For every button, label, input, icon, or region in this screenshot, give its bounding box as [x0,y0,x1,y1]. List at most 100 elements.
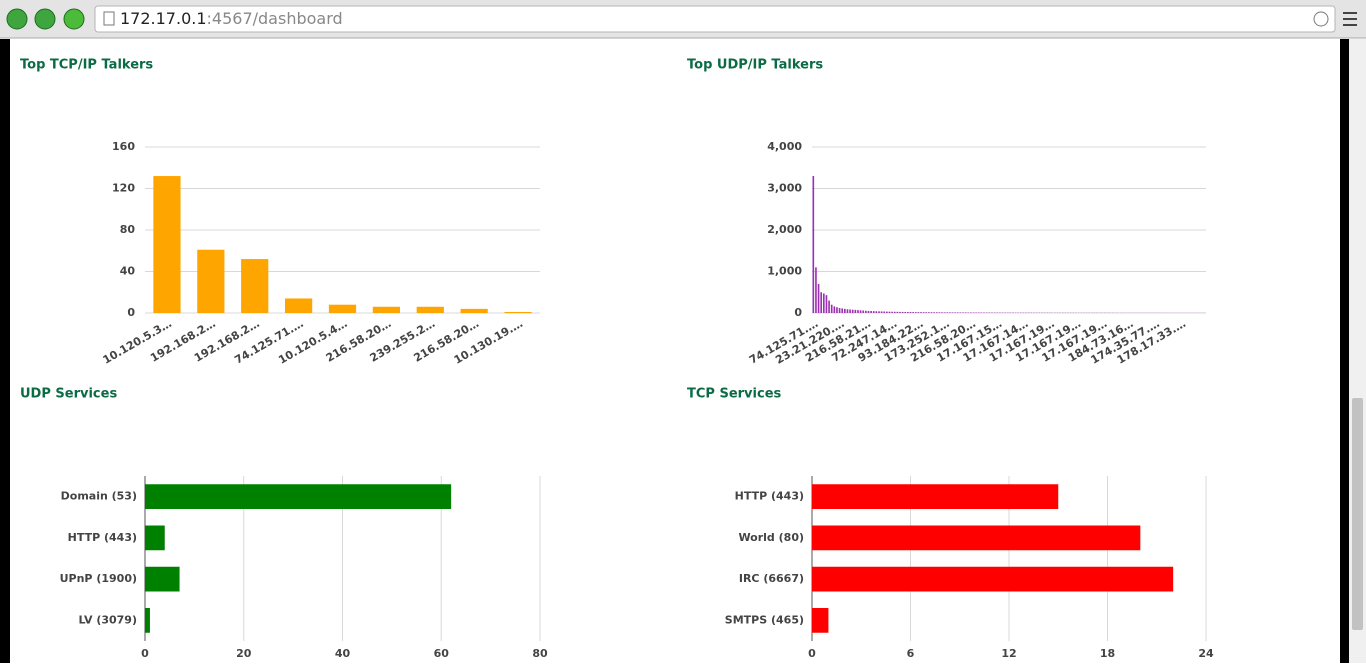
bar [812,608,828,633]
bar [870,311,872,313]
bar [949,312,951,313]
page-icon [104,12,114,25]
left-border [0,39,10,663]
bar [923,312,925,313]
x-tick-label: 18 [1100,647,1115,660]
bar [860,310,862,313]
bar [920,312,922,313]
y-tick-label: 40 [120,265,136,278]
bar [815,267,817,313]
bar [933,312,935,313]
bar [965,312,967,313]
bar [944,312,946,313]
bar [883,312,885,313]
x-tick-label: 80 [532,647,548,660]
y-tick-label: 1,000 [767,265,802,278]
bar [915,312,917,313]
y-tick-label: LV (3079) [78,613,137,626]
y-tick-label: SMTPS (465) [725,613,804,626]
bar [836,307,838,313]
bar [891,312,893,313]
bar [939,312,941,313]
bar [894,312,896,313]
bar [865,311,867,313]
bar [902,312,904,313]
x-tick-label: 0 [808,647,816,660]
bar [826,295,828,313]
y-tick-label: 80 [120,223,136,236]
y-tick-label: 4,000 [767,140,802,153]
bar [818,284,820,313]
bar [855,310,857,313]
x-tick-label: 6 [907,647,915,660]
reload-button[interactable] [64,9,84,29]
y-tick-label: 2,000 [767,223,802,236]
y-tick-label: 120 [112,182,135,195]
chart-title: Top TCP/IP Talkers [20,58,153,73]
chart-title: Top UDP/IP Talkers [687,58,823,73]
y-tick-label: World (80) [738,531,804,544]
menu-button[interactable] [1343,12,1357,14]
y-tick-label: HTTP (443) [735,490,804,503]
bar [197,250,224,313]
y-tick-label: 160 [112,140,135,153]
bar [145,567,180,592]
back-button[interactable] [7,9,27,29]
bar [812,567,1173,592]
bar [928,312,930,313]
y-tick-label: IRC (6667) [739,572,804,585]
bar [910,312,912,313]
bar [285,298,312,313]
chart-title: UDP Services [20,387,117,402]
x-tick-label: 24 [1198,647,1214,660]
bar [889,312,891,313]
bar [812,526,1140,551]
bar [329,305,356,313]
bar [241,259,268,313]
bar [962,312,964,313]
y-tick-label: 0 [127,306,135,319]
bar [820,292,822,313]
bar [831,305,833,313]
y-tick-label: Domain (53) [61,490,137,503]
bar [828,301,830,313]
bar [153,176,180,313]
bar [461,309,488,313]
bar [899,312,901,313]
bar [957,312,959,313]
bar [145,526,165,551]
url-host: 172.17.0.1 [120,9,207,28]
bar [417,307,444,313]
bar [941,312,943,313]
forward-button[interactable] [35,9,55,29]
bar [145,484,451,509]
bar [881,311,883,313]
y-tick-label: HTTP (443) [68,531,137,544]
bar [852,310,854,313]
x-tick-label: 40 [335,647,351,660]
menu-button-line [1343,24,1357,26]
right-border [1340,39,1349,663]
url: 172.17.0.1:4567/dashboard [120,9,343,28]
bar [936,312,938,313]
bar [834,306,836,313]
bar [849,309,851,313]
x-tick-label: 60 [434,647,450,660]
bar [925,312,927,313]
bar [931,312,933,313]
bar [841,308,843,313]
bar [873,311,875,313]
bar [823,293,825,313]
bar [857,310,859,313]
bar [839,308,841,313]
x-tick-label: 12 [1001,647,1016,660]
chart-title: TCP Services [687,387,782,402]
bar [878,311,880,313]
x-tick-label: 20 [236,647,252,660]
scrollbar-thumb[interactable] [1352,398,1363,630]
bar [912,312,914,313]
bar [812,176,814,313]
bar [504,312,531,313]
bar [847,309,849,313]
